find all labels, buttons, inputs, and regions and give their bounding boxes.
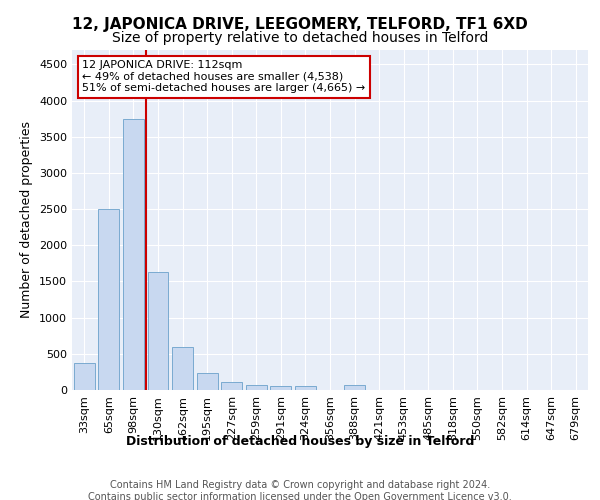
Text: 12 JAPONICA DRIVE: 112sqm
← 49% of detached houses are smaller (4,538)
51% of se: 12 JAPONICA DRIVE: 112sqm ← 49% of detac…: [82, 60, 365, 94]
Y-axis label: Number of detached properties: Number of detached properties: [20, 122, 34, 318]
Bar: [221, 382, 242, 390]
Bar: [98, 209, 119, 390]
Bar: [295, 386, 316, 390]
Bar: [197, 372, 218, 390]
Text: Contains HM Land Registry data © Crown copyright and database right 2024.
Contai: Contains HM Land Registry data © Crown c…: [88, 480, 512, 500]
Bar: [123, 118, 144, 390]
Bar: [344, 386, 365, 390]
Bar: [148, 272, 169, 390]
Bar: [271, 386, 292, 390]
Text: Size of property relative to detached houses in Telford: Size of property relative to detached ho…: [112, 31, 488, 45]
Text: Distribution of detached houses by size in Telford: Distribution of detached houses by size …: [126, 435, 474, 448]
Bar: [172, 348, 193, 390]
Bar: [74, 362, 95, 390]
Bar: [246, 386, 267, 390]
Text: 12, JAPONICA DRIVE, LEEGOMERY, TELFORD, TF1 6XD: 12, JAPONICA DRIVE, LEEGOMERY, TELFORD, …: [72, 18, 528, 32]
